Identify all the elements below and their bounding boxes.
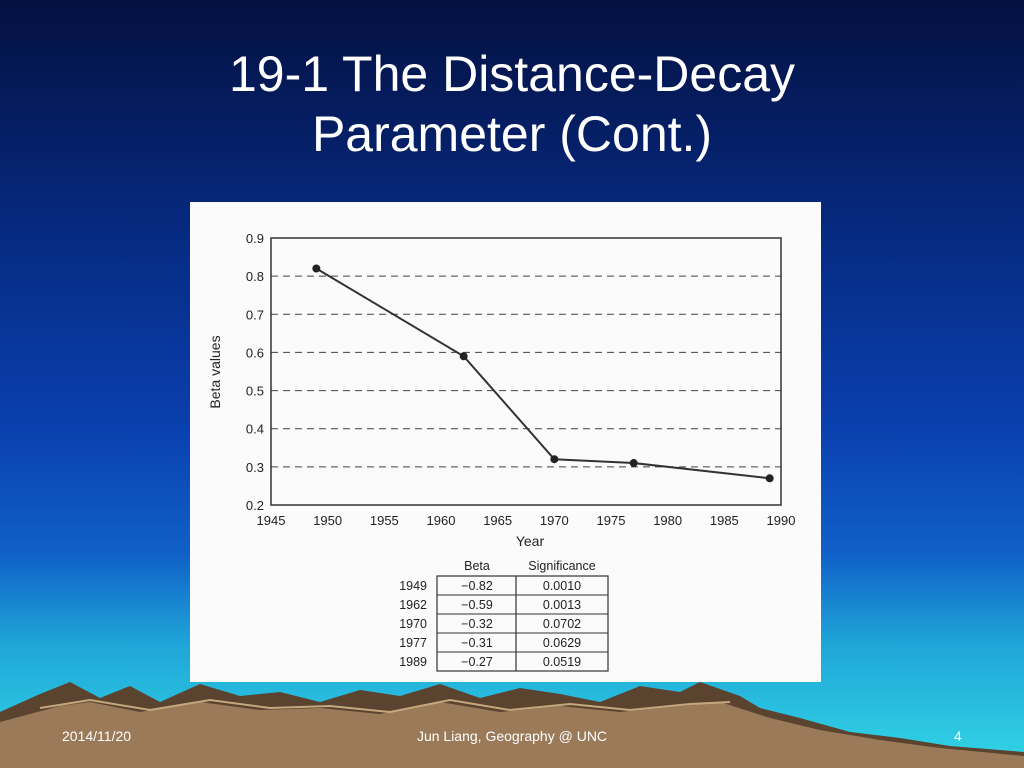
slide-title-line-2: Parameter (Cont.) xyxy=(311,106,713,162)
y-axis-label: Beta values xyxy=(207,335,223,408)
x-tick-label: 1955 xyxy=(370,513,399,528)
x-tick-label: 1975 xyxy=(597,513,626,528)
table-cell-significance: 0.0519 xyxy=(543,655,581,669)
footer-page-number: 4 xyxy=(954,728,962,744)
table-header-beta: Beta xyxy=(464,559,490,573)
slide-title: 19-1 The Distance-Decay Parameter (Cont.… xyxy=(0,44,1024,164)
mountain-silhouette xyxy=(0,682,1024,768)
table-cell-beta: −0.82 xyxy=(461,579,493,593)
figure-panel: 0.2 0.3 0.4 0.5 0.6 0.7 0.8 0.9 1945 1950 1955 1960… xyxy=(190,202,821,682)
x-tick-label: 1970 xyxy=(540,513,569,528)
table-row-year: 1970 xyxy=(399,617,427,631)
table-cell-beta: −0.27 xyxy=(461,655,493,669)
footer-author: Jun Liang, Geography @ UNC xyxy=(416,728,608,744)
table-cell-beta: −0.31 xyxy=(461,636,493,650)
table-cell-beta: −0.32 xyxy=(461,617,493,631)
data-point xyxy=(312,264,321,273)
data-point xyxy=(629,459,638,468)
y-tick-label: 0.4 xyxy=(246,422,264,437)
x-tick-label: 1960 xyxy=(427,513,456,528)
table-row-year: 1962 xyxy=(399,598,427,612)
table-frame xyxy=(436,575,609,672)
data-point xyxy=(550,455,559,464)
x-tick-label: 1990 xyxy=(767,513,796,528)
table-header-significance: Significance xyxy=(528,559,595,573)
y-tick-label: 0.9 xyxy=(246,231,264,246)
table-row-year: 1977 xyxy=(399,636,427,650)
table-cell-significance: 0.0702 xyxy=(543,617,581,631)
footer-date: 2014/11/20 xyxy=(62,728,132,744)
beta-line-chart: 0.2 0.3 0.4 0.5 0.6 0.7 0.8 0.9 1945 1950 1955 1960… xyxy=(207,231,796,672)
tick-layer: 0.2 0.3 0.4 0.5 0.6 0.7 0.8 0.9 1945 1950 1955 1960… xyxy=(246,231,796,528)
data-point xyxy=(765,474,774,483)
slide-title-line-1: 19-1 The Distance-Decay xyxy=(228,46,795,102)
x-tick-label: 1950 xyxy=(313,513,342,528)
table-row-year: 1989 xyxy=(399,655,427,669)
table-cell-beta: −0.59 xyxy=(461,598,493,612)
y-tick-label: 0.7 xyxy=(246,307,264,322)
table-cell-significance: 0.0013 xyxy=(543,598,581,612)
plot-frame xyxy=(270,237,782,506)
data-point xyxy=(459,352,468,361)
mountain-ridge-highlight xyxy=(39,698,731,714)
table-cell-significance: 0.0629 xyxy=(543,636,581,650)
grid-layer xyxy=(271,275,781,468)
series-line xyxy=(315,267,770,480)
y-tick-label: 0.5 xyxy=(246,384,264,399)
table-cell-significance: 0.0010 xyxy=(543,579,581,593)
x-tick-label: 1945 xyxy=(257,513,286,528)
data-table: Beta Significance 1949 −0.82 0.0010 1962 −0.59… xyxy=(399,559,609,672)
y-tick-label: 0.3 xyxy=(246,460,264,475)
x-axis-label: Year xyxy=(516,533,545,549)
x-tick-label: 1980 xyxy=(653,513,682,528)
table-row-year: 1949 xyxy=(399,579,427,593)
series-layer xyxy=(312,264,774,483)
mountain-range-near xyxy=(0,702,1024,768)
y-tick-label: 0.2 xyxy=(246,498,264,513)
y-tick-label: 0.6 xyxy=(246,345,264,360)
x-tick-label: 1985 xyxy=(710,513,739,528)
y-tick-label: 0.8 xyxy=(246,269,264,284)
x-tick-label: 1965 xyxy=(483,513,512,528)
